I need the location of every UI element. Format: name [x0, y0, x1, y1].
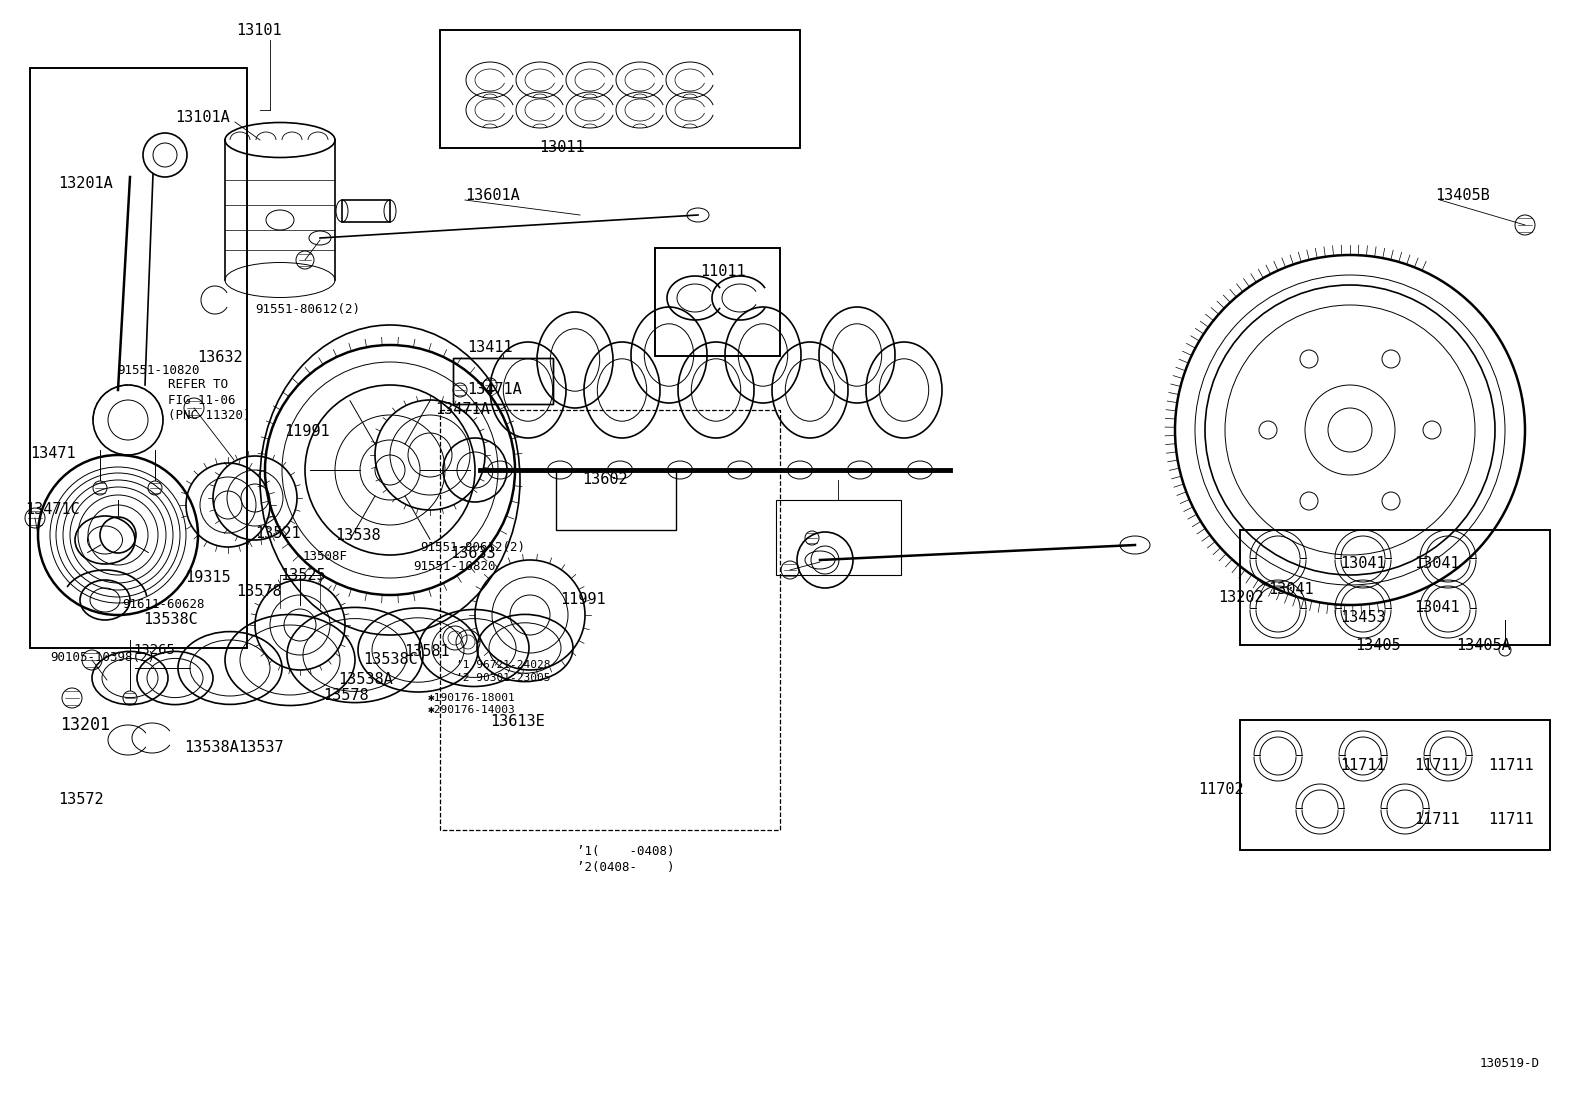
Text: 11702: 11702	[1199, 782, 1243, 798]
Text: 13202: 13202	[1218, 590, 1264, 606]
Bar	[1240, 720, 1551, 850]
Text: ’1 96721-24028: ’1 96721-24028	[455, 660, 551, 670]
Bar	[1240, 720, 1551, 850]
Text: 13537: 13537	[237, 741, 283, 755]
Text: 13613E: 13613E	[490, 714, 544, 730]
Text: 13602: 13602	[583, 473, 627, 488]
Text: 13471A: 13471A	[466, 382, 522, 398]
Text: 91551-80612(2): 91551-80612(2)	[420, 542, 525, 555]
Bar	[556, 470, 677, 530]
Bar	[1240, 530, 1551, 645]
Text: 13041: 13041	[1340, 555, 1385, 570]
Bar	[654, 248, 780, 356]
Text: ’2(0408-    ): ’2(0408- )	[576, 862, 675, 875]
Bar	[439, 30, 801, 148]
Bar	[654, 248, 780, 356]
Text: 90105-10398(2): 90105-10398(2)	[49, 652, 154, 665]
Bar	[30, 68, 247, 648]
Text: 13453: 13453	[1340, 610, 1385, 624]
Text: 13405: 13405	[1355, 637, 1401, 653]
Text: 11991: 11991	[560, 592, 605, 608]
Text: ✱190176-18001: ✱190176-18001	[428, 693, 516, 703]
Text: 13471C: 13471C	[25, 502, 80, 518]
Text: 13538A: 13538A	[185, 741, 239, 755]
Text: 13601A: 13601A	[465, 188, 519, 202]
Bar	[439, 30, 801, 148]
Text: 13471A: 13471A	[435, 402, 490, 418]
Text: 13405B: 13405B	[1434, 188, 1490, 202]
Text: 13578: 13578	[236, 584, 282, 599]
Text: 13411: 13411	[466, 340, 513, 355]
Text: 13405A: 13405A	[1457, 637, 1511, 653]
Text: 13471: 13471	[30, 445, 76, 460]
Text: 13525: 13525	[280, 567, 326, 582]
Text: 11711: 11711	[1489, 812, 1533, 828]
Text: 13201A: 13201A	[57, 176, 113, 190]
Bar	[1240, 530, 1551, 645]
Text: 13265: 13265	[134, 643, 175, 657]
Text: 13521: 13521	[255, 525, 301, 541]
Text: 13041: 13041	[1414, 600, 1460, 615]
Text: 13578: 13578	[323, 688, 369, 702]
Text: 13538A: 13538A	[338, 673, 393, 688]
Text: 13201: 13201	[60, 717, 110, 734]
Text: ✱290176-14003: ✱290176-14003	[428, 704, 516, 715]
Text: 13041: 13041	[1267, 582, 1313, 598]
Text: 13101: 13101	[236, 23, 282, 38]
Bar	[30, 68, 247, 648]
Text: 13041: 13041	[1414, 555, 1460, 570]
Bar	[454, 358, 552, 404]
Text: 13581: 13581	[404, 644, 449, 658]
Text: ’2 90301-23005: ’2 90301-23005	[455, 673, 551, 682]
Text: 13632: 13632	[197, 351, 242, 366]
Text: 13538: 13538	[334, 528, 380, 543]
Text: 91551-10820: 91551-10820	[116, 364, 199, 377]
Text: 11011: 11011	[700, 265, 745, 279]
Text: FIG 11-06: FIG 11-06	[169, 393, 236, 407]
Text: 13572: 13572	[57, 792, 103, 808]
Text: 19315: 19315	[185, 569, 231, 585]
Text: 13538C: 13538C	[143, 612, 197, 628]
Text: 11991: 11991	[283, 424, 330, 440]
Bar	[775, 500, 901, 575]
Bar	[342, 200, 390, 222]
Text: 13538C: 13538C	[363, 653, 417, 667]
Text: 130519-D: 130519-D	[1481, 1057, 1539, 1070]
Text: 91551-80612(2): 91551-80612(2)	[255, 303, 360, 317]
Text: 11711: 11711	[1489, 757, 1533, 773]
Text: 11711: 11711	[1414, 812, 1460, 828]
Text: (PNC 11320): (PNC 11320)	[169, 409, 250, 422]
Bar	[454, 358, 552, 404]
Text: 11711: 11711	[1340, 757, 1385, 773]
Text: 13633: 13633	[451, 545, 495, 560]
Text: 13011: 13011	[540, 140, 584, 155]
Text: 13508F: 13508F	[302, 551, 349, 564]
Text: 11711: 11711	[1414, 757, 1460, 773]
Text: REFER TO: REFER TO	[169, 378, 228, 391]
Text: 91551-10820: 91551-10820	[412, 559, 495, 573]
Text: ’1(    -0408): ’1( -0408)	[576, 845, 675, 858]
Text: 91611-60628: 91611-60628	[123, 599, 204, 611]
Text: 13101A: 13101A	[175, 111, 229, 125]
